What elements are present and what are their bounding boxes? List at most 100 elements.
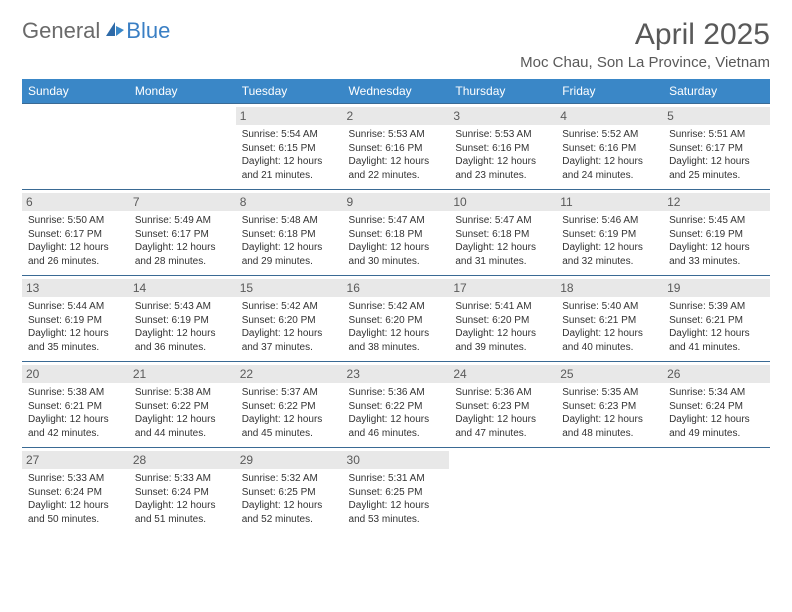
daylight-text: Daylight: 12 hours and 22 minutes. (349, 155, 444, 182)
calendar-cell: 15Sunrise: 5:42 AMSunset: 6:20 PMDayligh… (236, 276, 343, 362)
day-number: 27 (22, 451, 129, 469)
calendar-cell: 9Sunrise: 5:47 AMSunset: 6:18 PMDaylight… (343, 190, 450, 276)
day-number: 28 (129, 451, 236, 469)
day-number: 1 (236, 107, 343, 125)
calendar-cell: 10Sunrise: 5:47 AMSunset: 6:18 PMDayligh… (449, 190, 556, 276)
day-details: Sunrise: 5:37 AMSunset: 6:22 PMDaylight:… (242, 386, 337, 440)
daylight-text: Daylight: 12 hours and 25 minutes. (669, 155, 764, 182)
daylight-text: Daylight: 12 hours and 29 minutes. (242, 241, 337, 268)
calendar-cell (449, 448, 556, 534)
sunrise-text: Sunrise: 5:39 AM (669, 300, 764, 314)
day-number: 19 (663, 279, 770, 297)
day-number: 8 (236, 193, 343, 211)
day-number: 15 (236, 279, 343, 297)
month-title: April 2025 (520, 18, 770, 52)
day-number: 3 (449, 107, 556, 125)
calendar-cell: 3Sunrise: 5:53 AMSunset: 6:16 PMDaylight… (449, 104, 556, 190)
day-number: 20 (22, 365, 129, 383)
calendar-cell: 11Sunrise: 5:46 AMSunset: 6:19 PMDayligh… (556, 190, 663, 276)
day-details: Sunrise: 5:50 AMSunset: 6:17 PMDaylight:… (28, 214, 123, 268)
calendar-cell: 8Sunrise: 5:48 AMSunset: 6:18 PMDaylight… (236, 190, 343, 276)
sunset-text: Sunset: 6:24 PM (669, 400, 764, 414)
calendar-cell: 20Sunrise: 5:38 AMSunset: 6:21 PMDayligh… (22, 362, 129, 448)
calendar-cell: 18 Sunrise: 5:40 AMSunset: 6:21 PMDayligh… (556, 276, 663, 362)
day-details: Sunrise: 5:52 AMSunset: 6:16 PMDaylight:… (562, 128, 657, 182)
logo-text-blue: Blue (126, 18, 170, 44)
sunrise-text: Sunrise: 5:52 AM (562, 128, 657, 142)
daylight-text: Daylight: 12 hours and 26 minutes. (28, 241, 123, 268)
sunset-text: Sunset: 6:19 PM (135, 314, 230, 328)
sunset-text: Sunset: 6:22 PM (242, 400, 337, 414)
sunrise-text: Sunrise: 5:42 AM (242, 300, 337, 314)
day-number: 30 (343, 451, 450, 469)
day-details: Sunrise: 5:51 AMSunset: 6:17 PMDaylight:… (669, 128, 764, 182)
calendar-cell: 17Sunrise: 5:41 AMSunset: 6:20 PMDayligh… (449, 276, 556, 362)
calendar-cell: 30 Sunrise: 5:31 AMSunset: 6:25 PMDayligh… (343, 448, 450, 534)
sunset-text: Sunset: 6:23 PM (562, 400, 657, 414)
day-details: Sunrise: 5:39 AMSunset: 6:21 PMDaylight:… (669, 300, 764, 354)
daylight-text: Daylight: 12 hours and 44 minutes. (135, 413, 230, 440)
sunset-text: Sunset: 6:18 PM (242, 228, 337, 242)
calendar-cell: 28Sunrise: 5:33 AMSunset: 6:24 PMDayligh… (129, 448, 236, 534)
daylight-text: Daylight: 12 hours and 21 minutes. (242, 155, 337, 182)
day-number: 4 (556, 107, 663, 125)
daylight-text: Daylight: 12 hours and 46 minutes. (349, 413, 444, 440)
sunset-text: Sunset: 6:17 PM (135, 228, 230, 242)
sunset-text: Sunset: 6:24 PM (28, 486, 123, 500)
day-header: Wednesday (343, 79, 450, 104)
calendar-cell: 19 Sunrise: 5:39 AMSunset: 6:21 PMDayligh… (663, 276, 770, 362)
sunset-text: Sunset: 6:21 PM (28, 400, 123, 414)
day-details: Sunrise: 5:32 AMSunset: 6:25 PMDaylight:… (242, 472, 337, 526)
day-details: Sunrise: 5:42 AMSunset: 6:20 PMDaylight:… (349, 300, 444, 354)
calendar-cell (22, 104, 129, 190)
sunset-text: Sunset: 6:21 PM (669, 314, 764, 328)
day-number: 6 (22, 193, 129, 211)
daylight-text: Daylight: 12 hours and 35 minutes. (28, 327, 123, 354)
day-number: 11 (556, 193, 663, 211)
sunset-text: Sunset: 6:17 PM (28, 228, 123, 242)
daylight-text: Daylight: 12 hours and 52 minutes. (242, 499, 337, 526)
sunrise-text: Sunrise: 5:44 AM (28, 300, 123, 314)
daylight-text: Daylight: 12 hours and 36 minutes. (135, 327, 230, 354)
page-header: General Blue April 2025 Moc Chau, Son La… (22, 18, 770, 71)
daylight-text: Daylight: 12 hours and 40 minutes. (562, 327, 657, 354)
daylight-text: Daylight: 12 hours and 50 minutes. (28, 499, 123, 526)
sunrise-text: Sunrise: 5:45 AM (669, 214, 764, 228)
sunrise-text: Sunrise: 5:31 AM (349, 472, 444, 486)
sunset-text: Sunset: 6:25 PM (242, 486, 337, 500)
daylight-text: Daylight: 12 hours and 39 minutes. (455, 327, 550, 354)
sunrise-text: Sunrise: 5:36 AM (455, 386, 550, 400)
daylight-text: Daylight: 12 hours and 42 minutes. (28, 413, 123, 440)
day-header: Sunday (22, 79, 129, 104)
sunset-text: Sunset: 6:23 PM (455, 400, 550, 414)
sunset-text: Sunset: 6:16 PM (349, 142, 444, 156)
day-number: 29 (236, 451, 343, 469)
sunset-text: Sunset: 6:25 PM (349, 486, 444, 500)
sunset-text: Sunset: 6:19 PM (28, 314, 123, 328)
calendar-cell: 1Sunrise: 5:54 AMSunset: 6:15 PMDaylight… (236, 104, 343, 190)
day-details: Sunrise: 5:35 AMSunset: 6:23 PMDaylight:… (562, 386, 657, 440)
day-number: 25 (556, 365, 663, 383)
day-header: Friday (556, 79, 663, 104)
calendar-table: SundayMondayTuesdayWednesdayThursdayFrid… (22, 79, 770, 534)
sunset-text: Sunset: 6:22 PM (135, 400, 230, 414)
daylight-text: Daylight: 12 hours and 41 minutes. (669, 327, 764, 354)
calendar-cell: 4 Sunrise: 5:52 AMSunset: 6:16 PMDaylight… (556, 104, 663, 190)
day-details: Sunrise: 5:36 AMSunset: 6:23 PMDaylight:… (455, 386, 550, 440)
sunrise-text: Sunrise: 5:32 AM (242, 472, 337, 486)
day-details: Sunrise: 5:43 AMSunset: 6:19 PMDaylight:… (135, 300, 230, 354)
sunset-text: Sunset: 6:15 PM (242, 142, 337, 156)
day-number: 18 (556, 279, 663, 297)
day-details: Sunrise: 5:53 AMSunset: 6:16 PMDaylight:… (349, 128, 444, 182)
day-details: Sunrise: 5:31 AMSunset: 6:25 PMDaylight:… (349, 472, 444, 526)
calendar-cell: 26Sunrise: 5:34 AMSunset: 6:24 PMDayligh… (663, 362, 770, 448)
location-text: Moc Chau, Son La Province, Vietnam (520, 54, 770, 71)
day-details: Sunrise: 5:36 AMSunset: 6:22 PMDaylight:… (349, 386, 444, 440)
day-details: Sunrise: 5:40 AMSunset: 6:21 PMDaylight:… (562, 300, 657, 354)
calendar-cell: 5Sunrise: 5:51 AMSunset: 6:17 PMDaylight… (663, 104, 770, 190)
day-details: Sunrise: 5:34 AMSunset: 6:24 PMDaylight:… (669, 386, 764, 440)
daylight-text: Daylight: 12 hours and 23 minutes. (455, 155, 550, 182)
sunset-text: Sunset: 6:18 PM (455, 228, 550, 242)
day-header-row: SundayMondayTuesdayWednesdayThursdayFrid… (22, 79, 770, 104)
calendar-cell: 27Sunrise: 5:33 AMSunset: 6:24 PMDayligh… (22, 448, 129, 534)
